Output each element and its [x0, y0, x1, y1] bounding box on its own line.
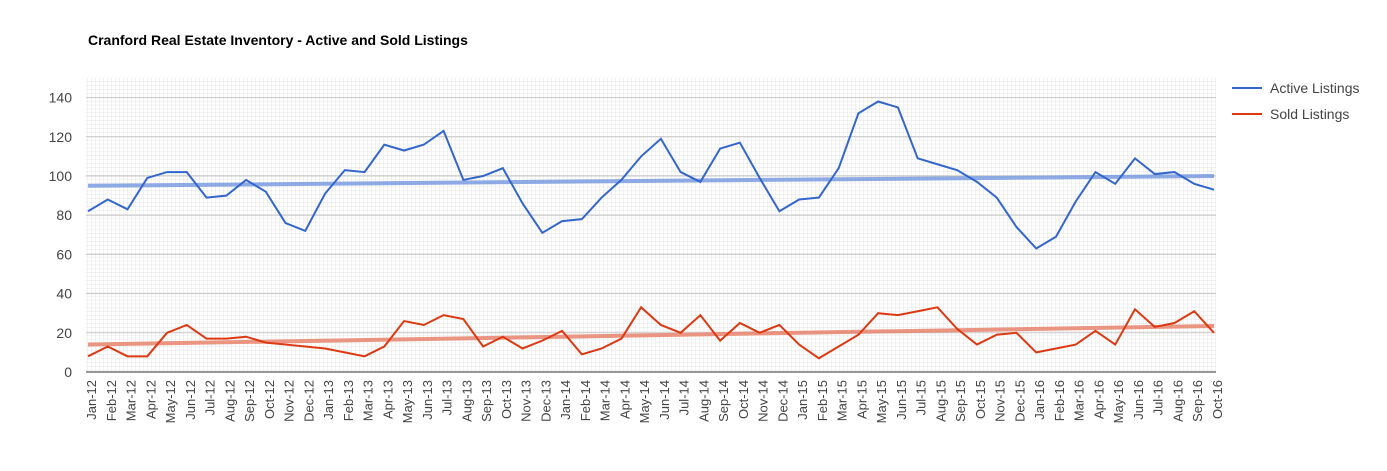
- x-tick-label: Feb-16: [1052, 380, 1067, 421]
- x-tick-label: Oct-12: [262, 380, 277, 419]
- x-tick-label: Aug-12: [222, 380, 237, 422]
- minor-grid: [86, 78, 1216, 372]
- x-tick-label: Nov-15: [993, 380, 1008, 422]
- x-tick-label: Mar-12: [124, 380, 139, 421]
- chart-title: Cranford Real Estate Inventory - Active …: [88, 32, 468, 48]
- x-tick-label: Dec-14: [775, 380, 790, 422]
- x-tick-label: Sep-14: [716, 380, 731, 422]
- x-tick-label: Feb-13: [341, 380, 356, 421]
- x-tick-label: Jun-15: [894, 380, 909, 420]
- x-tick-label: Jul-12: [203, 380, 218, 415]
- x-tick-label: Jul-13: [440, 380, 455, 415]
- x-tick-label: Oct-13: [499, 380, 514, 419]
- y-tick-label: 80: [56, 207, 72, 223]
- x-tick-label: Mar-15: [835, 380, 850, 421]
- x-tick-label: Apr-12: [143, 380, 158, 419]
- x-tick-label: Aug-14: [696, 380, 711, 422]
- x-tick-label: May-14: [637, 380, 652, 423]
- x-tick-label: Jan-16: [1032, 380, 1047, 420]
- x-tick-label: Feb-14: [578, 380, 593, 421]
- x-tick-label: Jun-14: [657, 380, 672, 420]
- x-tick-label: Jul-15: [914, 380, 929, 415]
- x-tick-label: Mar-16: [1072, 380, 1087, 421]
- x-tick-label: Aug-13: [459, 380, 474, 422]
- y-tick-label: 0: [64, 364, 72, 380]
- x-tick-label: Mar-14: [598, 380, 613, 421]
- x-tick-label: Jan-12: [84, 380, 99, 420]
- x-tick-label: Nov-14: [756, 380, 771, 422]
- x-tick-label: Jan-13: [321, 380, 336, 420]
- y-tick-label: 100: [49, 168, 73, 184]
- y-tick-label: 20: [56, 325, 72, 341]
- x-tick-label: May-16: [1111, 380, 1126, 423]
- x-tick-label: Jan-15: [795, 380, 810, 420]
- x-tick-label: Nov-12: [282, 380, 297, 422]
- trend-line: [87, 174, 1215, 188]
- x-tick-label: Sep-15: [953, 380, 968, 422]
- x-tick-label: Aug-15: [933, 380, 948, 422]
- x-tick-label: Nov-13: [519, 380, 534, 422]
- line-series: [87, 100, 1215, 250]
- x-tick-label: Jan-14: [558, 380, 573, 420]
- y-tick-label: 60: [56, 246, 72, 262]
- x-tick-label: May-15: [874, 380, 889, 423]
- y-tick-label: 40: [56, 286, 72, 302]
- trend-line: [87, 323, 1215, 347]
- x-tick-label: Jun-16: [1131, 380, 1146, 420]
- x-tick-label: Feb-15: [815, 380, 830, 421]
- x-tick-label: Jul-16: [1151, 380, 1166, 415]
- y-tick-label: 120: [49, 129, 73, 145]
- x-tick-label: Sep-12: [242, 380, 257, 422]
- x-tick-label: Dec-12: [301, 380, 316, 422]
- x-tick-label: Sep-16: [1190, 380, 1205, 422]
- x-tick-label: May-12: [163, 380, 178, 423]
- x-tick-label: Oct-14: [736, 380, 751, 419]
- x-tick-label: Oct-16: [1210, 380, 1225, 419]
- x-tick-label: Jun-12: [183, 380, 198, 420]
- legend-label: Sold Listings: [1270, 106, 1349, 122]
- x-tick-label: Apr-14: [617, 380, 632, 419]
- x-tick-label: Dec-15: [1012, 380, 1027, 422]
- x-tick-label: Sep-13: [479, 380, 494, 422]
- x-tick-label: Apr-16: [1091, 380, 1106, 419]
- x-tick-label: Feb-12: [104, 380, 119, 421]
- x-tick-label: Apr-15: [854, 380, 869, 419]
- x-tick-label: Jul-14: [677, 380, 692, 415]
- x-tick-label: Mar-13: [361, 380, 376, 421]
- line-series: [87, 305, 1215, 360]
- x-tick-label: Aug-16: [1170, 380, 1185, 422]
- x-tick-label: Oct-15: [973, 380, 988, 419]
- x-tick-label: Apr-13: [380, 380, 395, 419]
- x-tick-label: May-13: [400, 380, 415, 423]
- y-tick-label: 140: [49, 90, 73, 106]
- legend-label: Active Listings: [1270, 80, 1359, 96]
- x-tick-label: Jun-13: [420, 380, 435, 420]
- x-tick-label: Dec-13: [538, 380, 553, 422]
